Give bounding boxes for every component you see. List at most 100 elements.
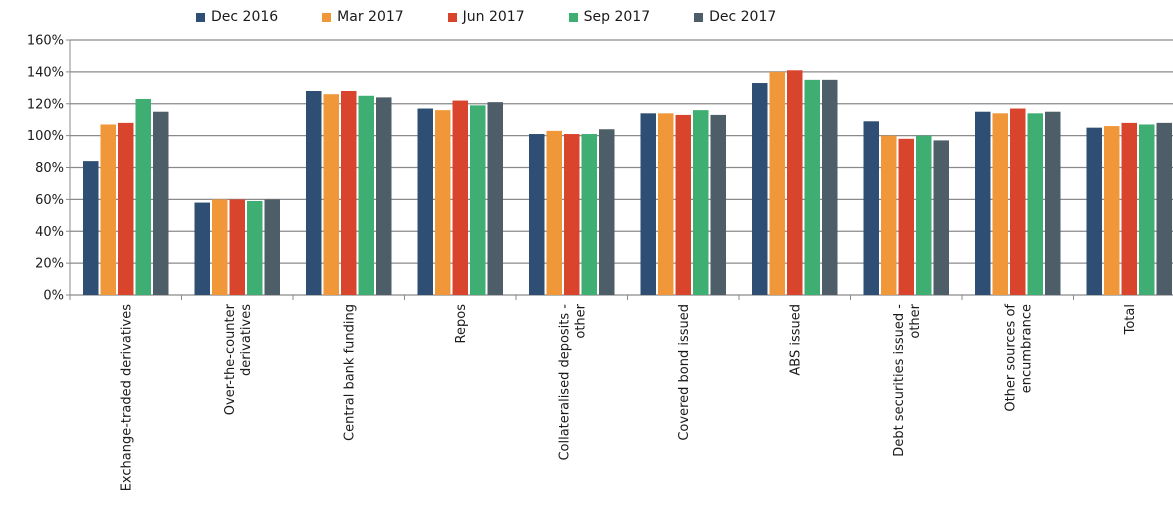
bar <box>546 130 562 295</box>
bar <box>194 202 210 295</box>
legend-swatch <box>694 12 704 22</box>
y-tick-label: 160% <box>27 34 64 49</box>
bar <box>1027 113 1043 295</box>
category-label-line: Covered bond issued <box>677 304 692 441</box>
bar <box>693 110 709 295</box>
bar <box>341 91 357 295</box>
category-label-line: Debt securities issued - <box>892 304 907 457</box>
bar <box>975 111 991 295</box>
legend-swatch <box>196 12 205 22</box>
bar <box>470 105 486 295</box>
bar <box>212 199 228 295</box>
bar <box>787 70 803 295</box>
y-tick-label: 60% <box>35 193 64 208</box>
bar <box>323 94 339 295</box>
category-label: Other sources ofencumbrance <box>1003 304 1034 412</box>
category-label-line: Total <box>1123 304 1138 335</box>
bar <box>581 134 597 295</box>
bar <box>487 102 503 295</box>
bar <box>452 100 468 295</box>
category-label-line: Exchange-traded derivatives <box>119 304 134 492</box>
legend-item: Sep 2017 <box>568 9 651 25</box>
bar <box>153 111 169 295</box>
legend-label: Mar 2017 <box>337 9 404 25</box>
category-label-line: Central bank funding <box>342 304 357 441</box>
bar <box>881 135 897 295</box>
category-label: Exchange-traded derivatives <box>119 304 134 492</box>
bar <box>1045 111 1061 295</box>
bar <box>675 114 691 295</box>
y-tick-label: 140% <box>27 65 64 80</box>
legend-label: Dec 2016 <box>211 9 279 25</box>
bar <box>1086 127 1102 295</box>
category-label-line: Repos <box>454 304 469 344</box>
bar <box>916 135 932 295</box>
category-label: Repos <box>454 304 469 344</box>
bar <box>822 79 838 295</box>
y-tick-label: 0% <box>43 289 64 304</box>
category-label: Total <box>1123 304 1138 335</box>
y-tick-label: 20% <box>35 257 64 272</box>
bar <box>710 114 726 295</box>
legend-swatch <box>322 12 332 22</box>
y-tick-label: 100% <box>27 129 64 144</box>
bar <box>804 79 820 295</box>
y-tick-label: 120% <box>27 97 64 112</box>
bar <box>306 91 322 295</box>
legend-item: Dec 2016 <box>196 9 278 25</box>
category-label: ABS issued <box>788 304 803 376</box>
legend-item: Mar 2017 <box>322 9 404 25</box>
bar <box>992 113 1008 295</box>
category-label: Covered bond issued <box>677 304 692 441</box>
bar <box>100 124 116 295</box>
legend-label: Jun 2017 <box>462 9 525 25</box>
legend-item: Dec 2017 <box>694 9 776 25</box>
bar <box>118 122 134 295</box>
category-label-line: encumbrance <box>1019 304 1034 393</box>
bar <box>1139 124 1155 295</box>
y-tick-label: 80% <box>35 161 64 176</box>
category-label: Over-the-counterderivatives <box>223 303 254 415</box>
bar <box>769 71 785 295</box>
bar <box>135 98 151 295</box>
bar <box>435 110 451 295</box>
bar <box>264 199 280 295</box>
bar <box>358 95 374 295</box>
bar <box>229 199 245 295</box>
category-label: Collateralised deposits -other <box>557 303 588 460</box>
category-label-line: derivatives <box>239 304 254 376</box>
legend-label: Sep 2017 <box>583 9 651 25</box>
bar <box>247 200 263 295</box>
bar <box>1156 122 1172 295</box>
bar <box>898 138 914 295</box>
bar <box>752 83 768 295</box>
category-label-line: other <box>908 303 923 338</box>
legend-item: Jun 2017 <box>447 9 525 25</box>
legend-swatch <box>568 12 578 22</box>
bar <box>376 97 392 295</box>
bar <box>564 134 580 295</box>
bar <box>417 108 433 295</box>
bar <box>863 121 879 295</box>
bar <box>83 161 99 295</box>
category-label: Debt securities issued -other <box>892 303 923 456</box>
bar <box>1121 122 1137 295</box>
legend: Dec 2016 Mar 2017 Jun 2017 Sep 2017 Dec 2017 <box>196 9 820 25</box>
bar <box>1010 108 1026 295</box>
y-tick-label: 40% <box>35 225 64 240</box>
legend-swatch <box>447 12 457 22</box>
category-label-line: Over-the-counter <box>223 303 238 415</box>
bar <box>599 129 615 295</box>
category-label-line: ABS issued <box>788 304 803 376</box>
bar <box>658 113 674 295</box>
bar <box>529 134 545 295</box>
category-label: Central bank funding <box>342 304 357 441</box>
bar <box>933 140 949 295</box>
category-label-line: Other sources of <box>1003 304 1018 412</box>
bar <box>1104 126 1120 295</box>
category-label-line: other <box>573 303 588 338</box>
bar <box>640 113 656 295</box>
legend-label: Dec 2017 <box>709 9 777 25</box>
category-label-line: Collateralised deposits - <box>557 304 572 461</box>
